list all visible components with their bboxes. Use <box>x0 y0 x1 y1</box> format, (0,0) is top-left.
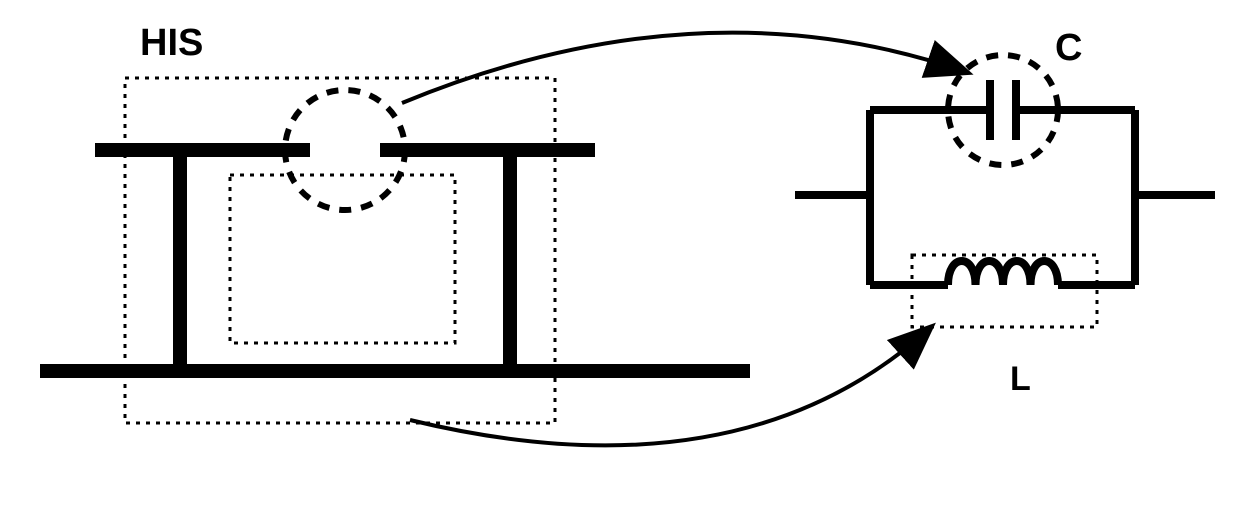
his-structure <box>40 78 750 423</box>
diagram-canvas: HIS C L <box>0 0 1240 511</box>
label-his: HIS <box>140 22 203 64</box>
label-c: C <box>1055 27 1082 69</box>
arrow-via-to-l <box>410 328 930 445</box>
diagram-svg: HIS C L <box>0 0 1240 511</box>
his-inner-box <box>230 175 455 343</box>
arrow-gap-to-c <box>402 33 966 103</box>
inductor-coil <box>948 261 1058 285</box>
lc-equivalent <box>795 55 1215 327</box>
label-l: L <box>1010 360 1031 398</box>
